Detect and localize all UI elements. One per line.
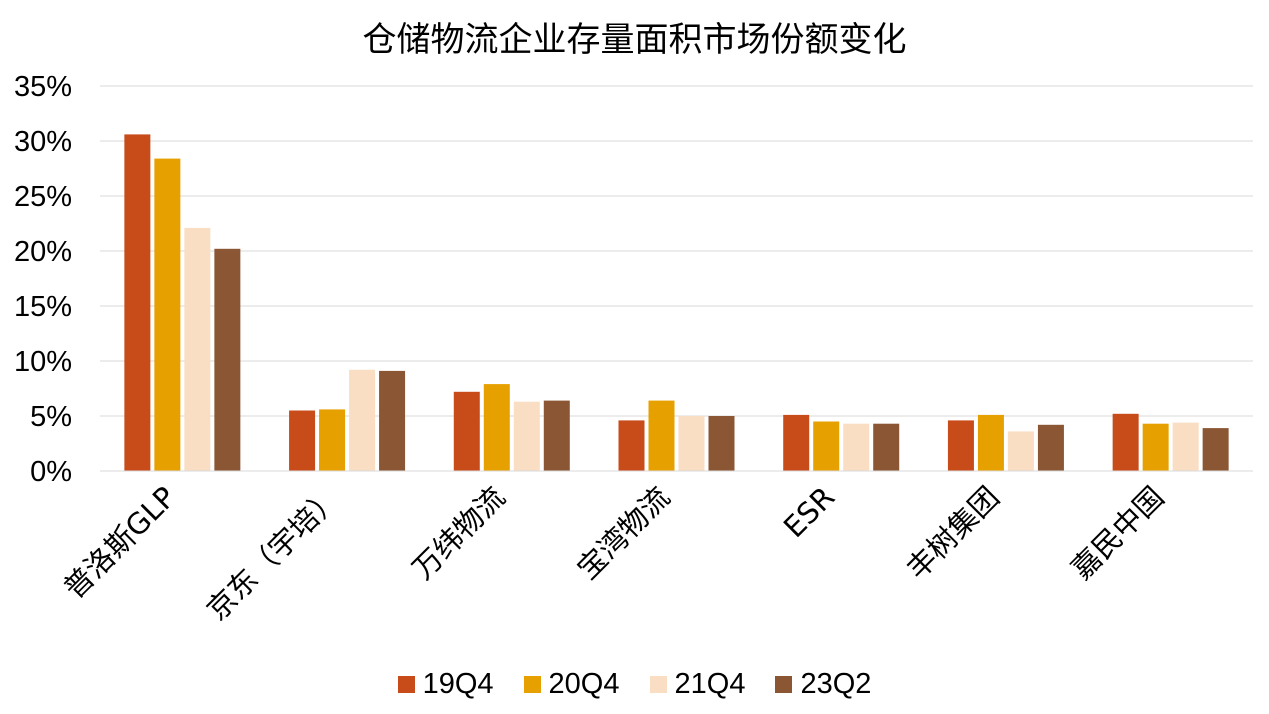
bar: [289, 410, 316, 471]
y-tick-label: 30%: [14, 126, 72, 158]
x-tick-label: 万纬物流: [406, 480, 512, 586]
y-tick-label: 5%: [30, 401, 72, 433]
legend-label: 23Q2: [800, 668, 872, 700]
bar: [1007, 431, 1034, 471]
chart-title: 仓储物流企业存量面积市场份额变化: [362, 20, 907, 60]
bar: [1172, 422, 1199, 471]
bar: [349, 369, 376, 471]
bar: [154, 158, 181, 471]
x-tick-label: 丰树集团: [900, 480, 1006, 586]
y-axis-ticks: 0% 5% 10% 15% 20% 25% 30% 35%: [14, 71, 72, 488]
x-tick-label: 京东（宇培）: [200, 480, 347, 627]
bar: [1037, 424, 1064, 471]
bar: [708, 416, 735, 471]
bar: [1142, 423, 1169, 471]
grid-lines: [100, 85, 1253, 417]
y-tick-label: 25%: [14, 181, 72, 213]
x-tick-label: ESR: [777, 480, 841, 544]
bar: [813, 421, 840, 471]
legend-label: 20Q4: [548, 668, 620, 700]
legend-swatch: [775, 676, 793, 693]
bar: [214, 248, 241, 471]
bar: [124, 134, 151, 471]
bar: [977, 414, 1004, 471]
bar: [513, 401, 540, 471]
legend-swatch: [397, 676, 415, 693]
legend-label: 21Q4: [674, 668, 746, 700]
y-tick-label: 10%: [14, 346, 72, 378]
bar: [783, 414, 810, 471]
bar: [543, 400, 570, 471]
bar: [678, 416, 705, 471]
legend-swatch: [523, 676, 541, 693]
y-tick-label: 20%: [14, 236, 72, 268]
y-tick-label: 35%: [14, 71, 72, 103]
bars: [124, 134, 1229, 471]
legend-swatch: [649, 676, 667, 693]
bar: [1112, 413, 1139, 471]
category-labels: 普洛斯GLP 京东（宇培） 万纬物流 宝湾物流 ESR 丰树集团 嘉民中国: [57, 480, 1171, 627]
bar: [184, 227, 211, 471]
bar: [319, 409, 346, 471]
bar: [947, 420, 974, 471]
bar: [648, 400, 675, 471]
legend-item: 21Q4: [649, 668, 746, 701]
legend-label: 19Q4: [422, 668, 494, 700]
x-tick-label: 嘉民中国: [1065, 480, 1171, 586]
bar: [379, 370, 406, 471]
legend: 19Q4 20Q4 21Q4 23Q2: [0, 668, 1269, 701]
bar: [873, 423, 900, 471]
bar: [843, 423, 870, 471]
x-tick-label: 宝湾物流: [570, 480, 676, 586]
legend-item: 20Q4: [523, 668, 620, 701]
x-tick-label: 普洛斯GLP: [57, 480, 182, 605]
legend-item: 19Q4: [397, 668, 494, 701]
bar: [1202, 428, 1229, 471]
bar: [453, 391, 480, 471]
bar: [483, 384, 510, 471]
y-tick-label: 15%: [14, 291, 72, 323]
legend-item: 23Q2: [775, 668, 871, 701]
y-tick-label: 0%: [30, 456, 72, 488]
bar: [618, 420, 645, 471]
